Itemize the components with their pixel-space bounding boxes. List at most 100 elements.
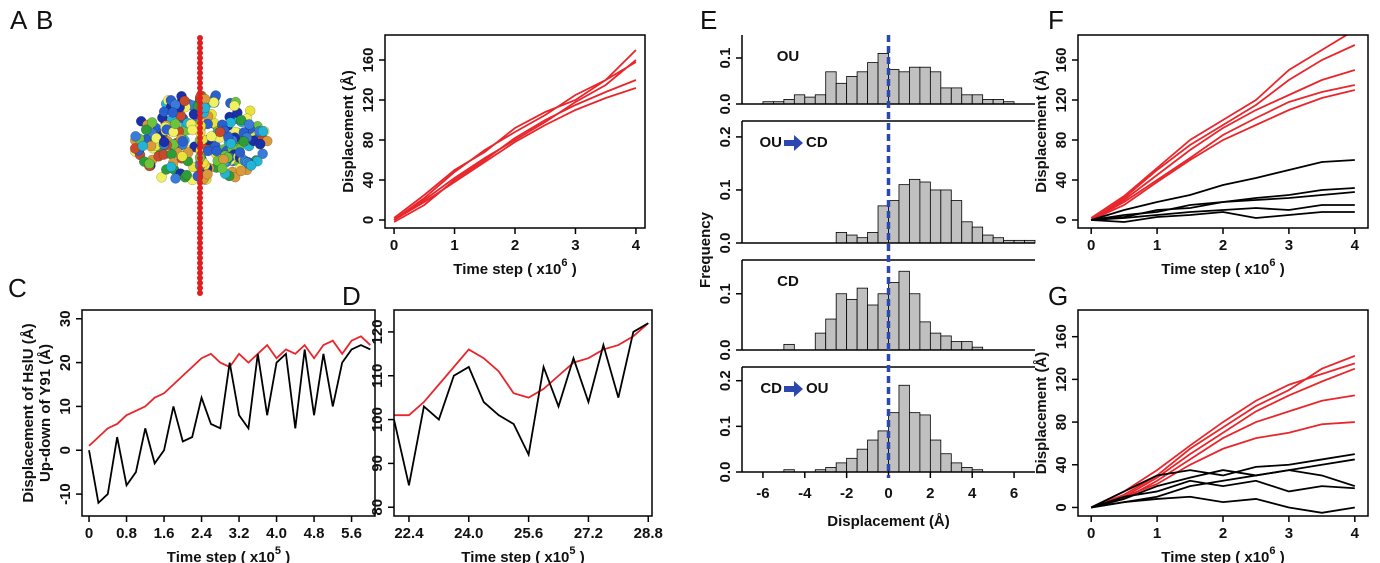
molecule-bead <box>146 117 158 128</box>
histogram-bar <box>971 226 984 244</box>
series-line <box>393 49 637 221</box>
histogram-bar <box>867 62 879 105</box>
x-tick-label: 24.0 <box>454 525 483 542</box>
x-tick-label: 0 <box>1087 237 1095 254</box>
x-tick-label: 2 <box>926 485 934 502</box>
histogram-bar <box>846 234 858 244</box>
substrate-bead <box>197 105 203 111</box>
series-line <box>1090 367 1356 509</box>
x-tick-label: 0 <box>1087 525 1095 542</box>
y-tick-label: 120 <box>369 319 386 344</box>
panel-label: B <box>36 5 53 35</box>
x-axis-label-text: Time step ( x10 <box>453 261 561 278</box>
molecule-bead <box>245 160 257 171</box>
series-line <box>1090 479 1355 509</box>
x-tick-label: 3 <box>571 237 579 254</box>
molecule-bead <box>144 158 155 170</box>
histogram-title: CD <box>760 380 782 397</box>
histogram-bar <box>992 237 1005 244</box>
histogram-bar <box>929 439 942 473</box>
y-tick-label: 80 <box>360 132 377 149</box>
series-line <box>394 322 649 486</box>
series-line <box>1090 362 1356 509</box>
histogram-bar <box>982 234 994 244</box>
y-tick-label: 80 <box>1053 414 1070 431</box>
x-axis-label-text: Time step ( x10 <box>1161 549 1269 563</box>
substrate-bead <box>197 60 203 66</box>
y-tick-label: 160 <box>1053 324 1070 349</box>
x-tick-label: 27.2 <box>574 525 603 542</box>
histogram-bar <box>867 439 879 473</box>
histogram-title: OU <box>777 48 800 65</box>
x-tick-label: 22.4 <box>394 525 424 542</box>
series-line <box>1090 44 1356 221</box>
x-tick-label: 1 <box>450 237 458 254</box>
substrate-bead <box>197 70 203 76</box>
histogram-bar <box>961 94 973 105</box>
substrate-bead <box>197 170 203 176</box>
histogram-bar <box>919 414 931 473</box>
substrate-bead <box>197 195 203 201</box>
x-tick-label: 1 <box>1153 237 1161 254</box>
series-line <box>1091 211 1355 223</box>
histogram-bar <box>814 332 827 351</box>
y-tick-label: 0 <box>57 446 74 454</box>
molecule-bead <box>130 131 141 142</box>
histogram-title: OU <box>806 380 829 397</box>
substrate-bead <box>197 130 203 136</box>
x-tick-label: 0 <box>85 525 93 542</box>
histogram-bar <box>940 335 952 351</box>
molecule-bead <box>167 107 179 118</box>
molecule-bead <box>238 136 250 147</box>
series-line <box>393 59 637 221</box>
x-axis-label: Time step ( x106 ) <box>1161 545 1284 563</box>
histogram-bar <box>919 181 931 244</box>
y-axis-label: Frequency <box>697 211 714 288</box>
histogram-bar <box>909 178 921 244</box>
x-tick-label: 2.4 <box>191 525 213 542</box>
x-axis-label-end: ) <box>281 549 290 563</box>
y-tick-label: 30 <box>57 310 74 327</box>
molecule-bead <box>229 100 240 112</box>
x-axis-label: Time step ( x105 ) <box>167 545 290 563</box>
histogram-bar <box>825 71 837 105</box>
x-tick-label: 0.8 <box>116 525 137 542</box>
histogram-bar <box>846 457 858 473</box>
molecule-bead <box>254 138 266 150</box>
molecule-bead <box>206 131 217 142</box>
x-tick-label: 25.6 <box>514 525 543 542</box>
substrate-bead <box>197 200 203 206</box>
x-tick-label: 3 <box>1285 525 1293 542</box>
series-line <box>394 322 649 417</box>
series-line <box>1090 84 1356 221</box>
molecule-bead <box>225 138 237 149</box>
x-tick-label: 4 <box>1351 237 1360 254</box>
x-axis-label-text: Time step ( x10 <box>461 549 569 563</box>
histogram-bar <box>835 231 848 244</box>
histogram-bar <box>898 71 910 105</box>
y-tick-label: 0.1 <box>717 283 734 304</box>
x-axis-label-end: ) <box>1276 261 1285 278</box>
substrate-bead <box>197 45 203 51</box>
x-axis-label-end: ) <box>568 261 577 278</box>
histogram-bar <box>940 189 952 244</box>
substrate-bead <box>197 260 203 266</box>
substrate-bead <box>197 215 203 221</box>
histogram-title: OU <box>760 134 783 151</box>
molecule-bead <box>218 154 229 165</box>
y-tick-label: 80 <box>1053 132 1070 149</box>
y-tick-label: 40 <box>1053 172 1070 189</box>
molecule-bead <box>235 114 247 126</box>
substrate-bead <box>197 120 203 126</box>
histogram-bar <box>929 332 942 351</box>
y-tick-label: 0.2 <box>717 126 734 147</box>
substrate-bead <box>197 85 203 91</box>
substrate-bead <box>197 135 203 141</box>
transition-arrow <box>784 135 803 151</box>
series-line <box>1091 204 1355 221</box>
histogram-bar <box>961 221 973 244</box>
substrate-bead <box>197 240 203 246</box>
series-line <box>393 87 637 221</box>
substrate-bead <box>197 225 203 231</box>
